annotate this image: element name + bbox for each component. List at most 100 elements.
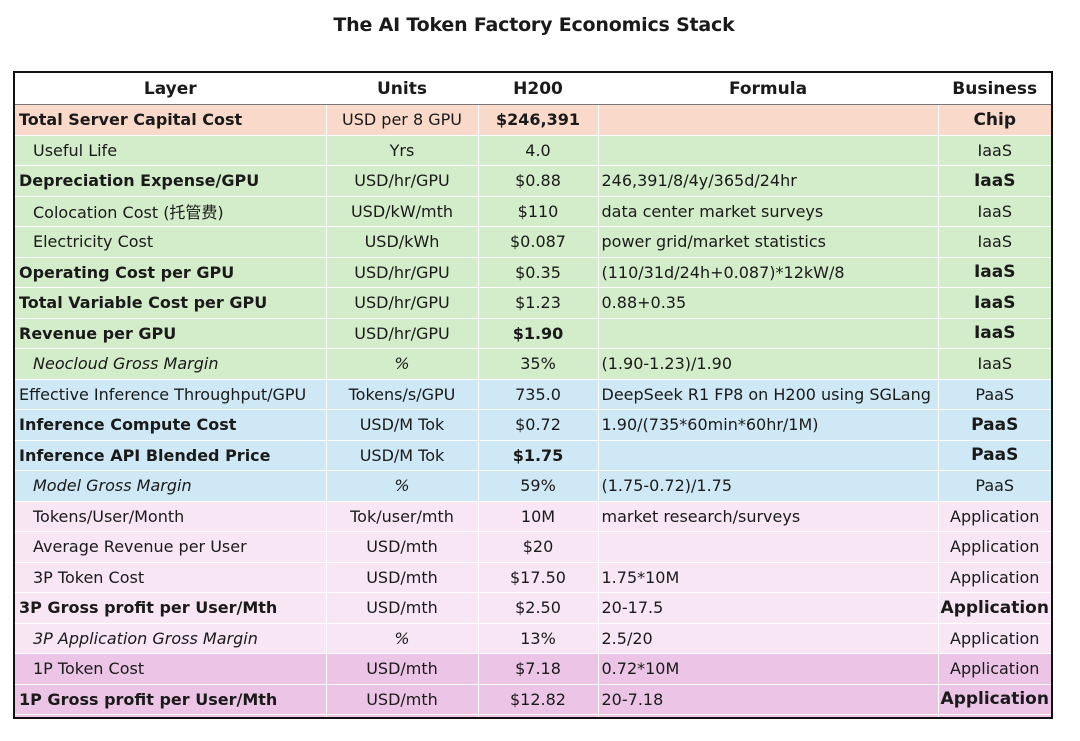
cell-formula — [597, 104, 938, 136]
table-row: Effective Inference Throughput/GPU Tokens… — [15, 379, 1051, 410]
cell-business: Application — [937, 592, 1051, 624]
cell-formula: market research/surveys — [597, 501, 938, 532]
table-body: Total Server Capital Cost USD per 8 GPU $2… — [15, 104, 1051, 717]
cell-units: Tokens/s/GPU — [325, 379, 478, 410]
table-row: Inference Compute Cost USD/M Tok $0.72 1.90… — [15, 409, 1051, 441]
cell-units: USD per 8 GPU — [325, 104, 478, 136]
table-row: Electricity Cost USD/kWh $0.087 power grid/… — [15, 226, 1051, 258]
cell-business: PaaS — [937, 409, 1051, 441]
cell-business: Application — [937, 653, 1051, 685]
cell-h200: $20 — [477, 531, 598, 563]
cell-h200: $1.23 — [477, 287, 598, 319]
cell-formula — [597, 318, 938, 349]
cell-h200: $0.087 — [477, 226, 598, 258]
header-formula: Formula — [597, 73, 938, 105]
cell-h200: $0.72 — [477, 409, 598, 441]
cell-layer: 1P Application Gross Margin — [15, 714, 326, 717]
cell-h200: $110 — [477, 196, 598, 227]
cell-h200: $1.90 — [477, 318, 598, 349]
cell-layer: Total Server Capital Cost — [15, 104, 326, 136]
cell-business: IaaS — [937, 226, 1051, 258]
cell-business: Application — [937, 562, 1051, 593]
header-row: Layer Units H200 Formula Business — [15, 73, 1051, 105]
cell-units: USD/hr/GPU — [325, 318, 478, 349]
cell-h200: $0.35 — [477, 257, 598, 288]
cell-formula: 12.82/20 — [597, 714, 938, 717]
table-row: 1P Application Gross Margin%64%12.82/20A… — [15, 714, 1051, 717]
cell-units: USD/mth — [325, 684, 478, 715]
table-row: Total Variable Cost per GPU USD/hr/GPU $1.… — [15, 287, 1051, 319]
cell-h200: $17.50 — [477, 562, 598, 593]
cell-business: IaaS — [937, 135, 1051, 166]
cell-h200: $7.18 — [477, 653, 598, 685]
table-row: Tokens/User/Month Tok/user/mth 10M market r… — [15, 501, 1051, 532]
cell-units: USD/kWh — [325, 226, 478, 258]
cell-h200: 13% — [477, 623, 598, 654]
cell-units: Tok/user/mth — [325, 501, 478, 532]
cell-h200: 64% — [477, 714, 598, 717]
cell-units: USD/mth — [325, 592, 478, 624]
cell-formula: 1.90/(735*60min*60hr/1M) — [597, 409, 938, 441]
cell-layer: Depreciation Expense/GPU — [15, 165, 326, 197]
cell-layer: Revenue per GPU — [15, 318, 326, 349]
cell-units: USD/kW/mth — [325, 196, 478, 227]
cell-h200: $246,391 — [477, 104, 598, 136]
cell-h200: $2.50 — [477, 592, 598, 624]
cell-business: Chip — [937, 104, 1051, 136]
cell-units: USD/mth — [325, 653, 478, 685]
cell-layer: Colocation Cost (托管费) — [15, 196, 326, 227]
cell-units: USD/hr/GPU — [325, 257, 478, 288]
cell-h200: $0.88 — [477, 165, 598, 197]
table-row: Average Revenue per User USD/mth $20 Applic… — [15, 531, 1051, 563]
cell-h200: 735.0 — [477, 379, 598, 410]
cell-business: PaaS — [937, 379, 1051, 410]
cell-units: USD/M Tok — [325, 440, 478, 471]
cell-formula: 0.72*10M — [597, 653, 938, 685]
header-units: Units — [325, 73, 478, 105]
cell-units: USD/M Tok — [325, 409, 478, 441]
cell-formula: DeepSeek R1 FP8 on H200 using SGLang — [597, 379, 938, 410]
cell-formula: (1.90-1.23)/1.90 — [597, 348, 938, 380]
table-row: Revenue per GPU USD/hr/GPU $1.90 IaaS — [15, 318, 1051, 349]
cell-layer: 1P Token Cost — [15, 653, 326, 685]
economics-table-grid: Layer Units H200 Formula Business Total … — [15, 73, 1051, 717]
cell-formula: (110/31d/24h+0.087)*12kW/8 — [597, 257, 938, 288]
cell-h200: 4.0 — [477, 135, 598, 166]
cell-layer: Useful Life — [15, 135, 326, 166]
cell-business: IaaS — [937, 348, 1051, 380]
cell-layer: Operating Cost per GPU — [15, 257, 326, 288]
economics-table: Layer Units H200 Formula Business Total … — [13, 71, 1053, 719]
table-row: 1P Token Cost USD/mth $7.18 0.72*10M Applica… — [15, 653, 1051, 685]
cell-formula: (1.75-0.72)/1.75 — [597, 470, 938, 502]
table-row: Model Gross Margin% 59% (1.75-0.72)/1.75 Pa… — [15, 470, 1051, 502]
cell-layer: Tokens/User/Month — [15, 501, 326, 532]
cell-business: PaaS — [937, 440, 1051, 471]
page-title: The AI Token Factory Economics Stack — [333, 14, 735, 36]
header-h200: H200 — [477, 73, 598, 105]
cell-h200: 35% — [477, 348, 598, 380]
cell-layer: Inference Compute Cost — [15, 409, 326, 441]
cell-h200: 59% — [477, 470, 598, 502]
cell-layer: Model Gross Margin — [15, 470, 326, 502]
cell-units: % — [325, 348, 478, 380]
cell-business: Application — [937, 684, 1051, 715]
cell-business: IaaS — [937, 318, 1051, 349]
cell-business: Application — [937, 714, 1051, 717]
cell-business: IaaS — [937, 196, 1051, 227]
table-row: 1P Gross profit per User/Mth USD/mth $12.8… — [15, 684, 1051, 715]
cell-layer: Effective Inference Throughput/GPU — [15, 379, 326, 410]
cell-layer: 3P Application Gross Margin — [15, 623, 326, 654]
cell-business: IaaS — [937, 287, 1051, 319]
cell-formula: 0.88+0.35 — [597, 287, 938, 319]
cell-formula — [597, 135, 938, 166]
cell-units: USD/mth — [325, 562, 478, 593]
cell-formula: 20-17.5 — [597, 592, 938, 624]
cell-business: IaaS — [937, 257, 1051, 288]
cell-formula: 246,391/8/4y/365d/24hr — [597, 165, 938, 197]
cell-units: USD/hr/GPU — [325, 287, 478, 319]
cell-units: USD/mth — [325, 531, 478, 563]
cell-units: % — [325, 623, 478, 654]
table-row: 3P Token Cost USD/mth $17.50 1.75*10M Applic… — [15, 562, 1051, 593]
cell-units: Yrs — [325, 135, 478, 166]
cell-business: Application — [937, 623, 1051, 654]
